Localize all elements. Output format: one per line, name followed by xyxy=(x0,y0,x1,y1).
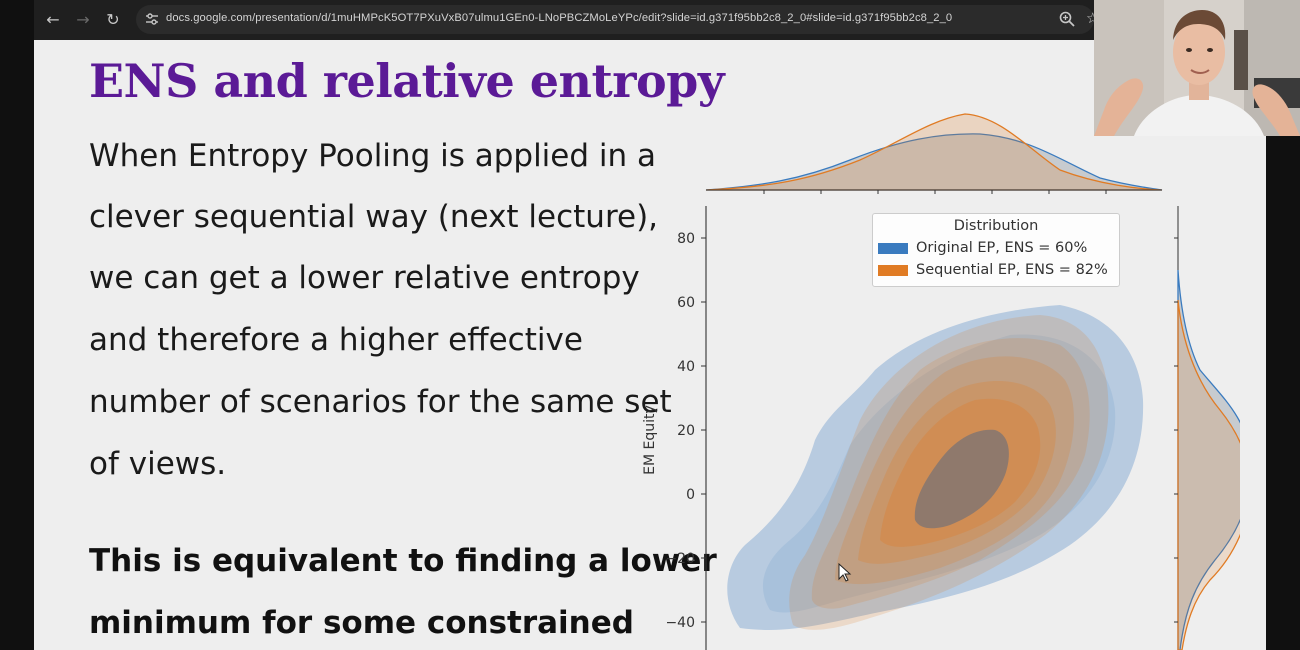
address-bar[interactable]: docs.google.com/presentation/d/1muHMPcK5… xyxy=(136,5,1094,34)
bold-text-line: This is equivalent to finding a lower xyxy=(89,543,717,579)
y-axis-label: EM Equity xyxy=(642,405,658,475)
y-tick-label: 60 xyxy=(677,295,695,311)
right-marginal-sequential xyxy=(1177,299,1240,650)
y-tick-label: 0 xyxy=(686,487,695,503)
joint-kde-chart: 80 60 40 20 0 −20 −40 EM Equity xyxy=(642,113,1240,650)
legend-title: Distribution xyxy=(953,218,1039,234)
body-text-line: we can get a lower relative entropy xyxy=(89,260,640,296)
y-tick-label: 40 xyxy=(677,359,695,375)
top-marginal-original xyxy=(705,133,1163,191)
browser-toolbar: ← → ↻ docs.google.com/presentation/d/1mu… xyxy=(34,0,1099,41)
legend-item-original: Original EP, ENS = 60% xyxy=(878,240,1087,258)
zoom-icon[interactable] xyxy=(1058,10,1076,28)
y-tick-label: 80 xyxy=(677,231,695,247)
body-text-line: and therefore a higher effective xyxy=(89,322,583,358)
body-text-line: When Entropy Pooling is applied in a xyxy=(89,138,657,174)
reload-icon[interactable]: ↻ xyxy=(106,10,120,29)
forward-icon[interactable]: → xyxy=(76,10,90,29)
site-settings-icon[interactable] xyxy=(144,11,160,27)
y-tick-label: −40 xyxy=(665,615,695,631)
presentation-slide: ENS and relative entropy When Entropy Po… xyxy=(34,40,1266,650)
legend-label-sequential: Sequential EP, ENS = 82% xyxy=(916,262,1108,278)
chart-legend: Distribution Original EP, ENS = 60% Sequ… xyxy=(872,213,1120,287)
right-marginal-plot xyxy=(1174,206,1240,650)
slide-title: ENS and relative entropy xyxy=(89,54,725,108)
body-text-line: of views. xyxy=(89,446,227,482)
y-tick-label: 20 xyxy=(677,423,695,439)
url-text[interactable]: docs.google.com/presentation/d/1muHMPcK5… xyxy=(166,12,953,24)
legend-item-sequential: Sequential EP, ENS = 82% xyxy=(878,262,1108,280)
top-marginal-plot xyxy=(705,113,1163,194)
mouse-cursor-icon xyxy=(838,563,852,582)
body-text-line: clever sequential way (next lecture), xyxy=(89,199,659,235)
y-ticks: 80 60 40 20 0 −20 −40 xyxy=(665,231,706,631)
bold-text-line: minimum for some constrained xyxy=(89,605,634,641)
legend-swatch-sequential xyxy=(878,264,908,276)
legend-swatch-original xyxy=(878,242,908,254)
body-text-line: number of scenarios for the same set xyxy=(89,384,672,420)
legend-label-original: Original EP, ENS = 60% xyxy=(916,240,1088,256)
main-plot: 80 60 40 20 0 −20 −40 EM Equity xyxy=(642,206,1144,650)
top-marginal-sequential xyxy=(705,113,1163,191)
y-tick-label: −20 xyxy=(665,551,695,567)
presenter-webcam-video xyxy=(1094,0,1300,136)
back-icon[interactable]: ← xyxy=(46,10,60,29)
density-core xyxy=(914,429,1009,529)
